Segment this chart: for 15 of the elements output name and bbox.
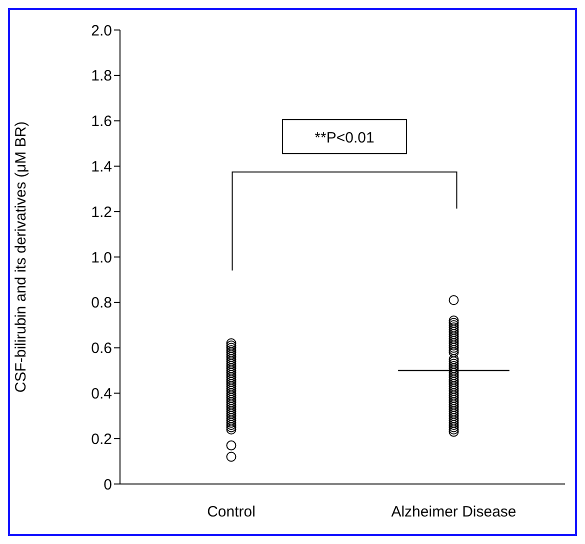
y-tick-label: 0.2 <box>91 430 112 448</box>
y-tick-label: 0.4 <box>91 386 112 403</box>
x-tick-label: Alzheimer Disease <box>391 504 516 521</box>
y-tick-label: 1.6 <box>91 113 112 130</box>
y-tick-label: 1.8 <box>91 68 112 85</box>
y-tick-label: 1.0 <box>91 249 112 266</box>
y-tick-label: 1.2 <box>91 204 112 221</box>
y-tick-label: 0.8 <box>91 294 112 312</box>
annotation: **P<0.01 <box>314 130 374 147</box>
x-tick-label: Control <box>207 504 256 521</box>
y-tick-label: 0 <box>104 476 112 494</box>
y-tick-label: 1.4 <box>91 158 112 176</box>
y-tick-label: 0.6 <box>91 340 112 358</box>
y-axis-title: CSF-bilirubin and its derivatives (μM BR) <box>12 121 30 393</box>
y-tick-label: 2.0 <box>91 22 112 40</box>
